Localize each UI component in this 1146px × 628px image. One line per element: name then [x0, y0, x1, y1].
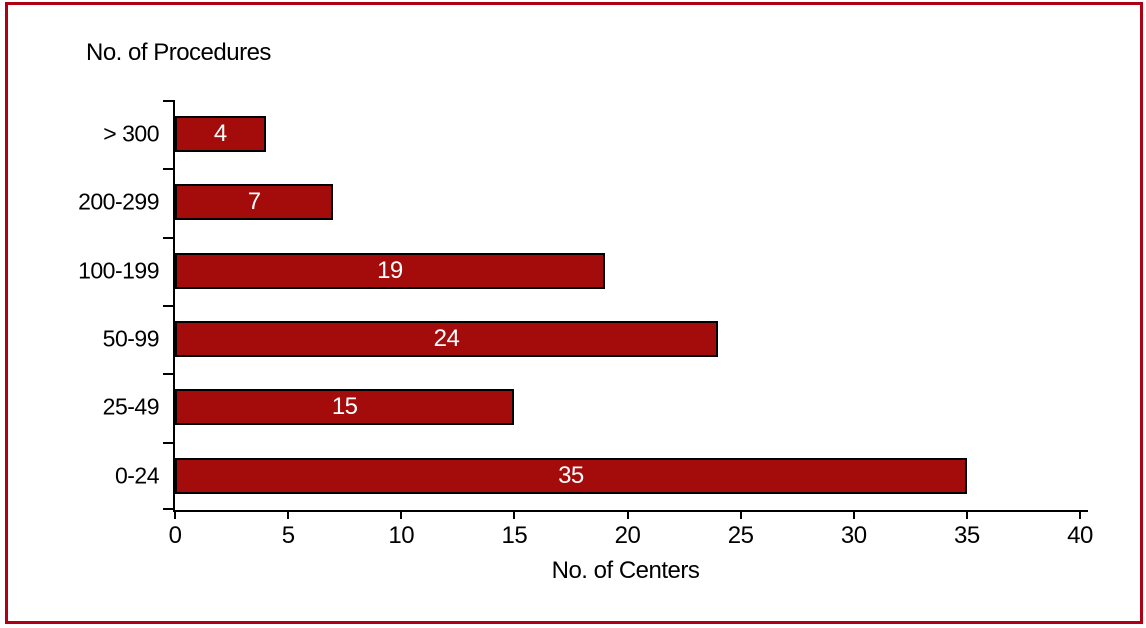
x-tick-label: 15: [501, 522, 528, 549]
x-tick: [513, 510, 516, 519]
category-label: 50-99: [102, 325, 160, 352]
bar: 7: [175, 184, 334, 221]
bar-row: 200-299 7: [78, 168, 1080, 236]
bar: 15: [175, 389, 515, 426]
value-label: 4: [213, 120, 227, 148]
x-tick: [1079, 510, 1081, 519]
category-label: 200-299: [78, 188, 159, 215]
x-tick-label: 30: [840, 522, 867, 549]
x-tick-label: 25: [727, 522, 754, 549]
bar-row: 25-49 15: [103, 373, 1080, 441]
chart-frame: No. of Procedures > 300 4 200-299 7 100-199 1…: [5, 2, 1143, 624]
x-tick-label: 10: [388, 522, 415, 549]
x-tick: [626, 510, 629, 519]
bar: 35: [175, 457, 967, 494]
x-tick: [174, 510, 176, 519]
bar: 24: [175, 321, 718, 358]
x-axis-extension: [1080, 510, 1088, 512]
value-label: 15: [331, 393, 358, 421]
category-label: 100-199: [78, 257, 159, 284]
bar-row: 100-199 19: [78, 237, 1080, 305]
bar-row: 50-99 24: [103, 305, 1080, 373]
y-tick: [163, 508, 175, 510]
x-axis-title: No. of Centers: [551, 557, 700, 584]
y-tick: [163, 305, 175, 307]
value-label: 19: [377, 256, 403, 284]
x-tick: [965, 510, 968, 519]
value-label: 7: [247, 188, 261, 216]
bar: 19: [175, 252, 605, 289]
bar-rows: > 300 4 200-299 7 100-199 19 50-99 24 25-49 15 0-2…: [78, 100, 1080, 510]
category-label: 0-24: [114, 462, 160, 489]
x-tick: [287, 510, 290, 519]
y-tick: [163, 168, 175, 171]
x-tick: [400, 510, 403, 519]
bar-row: 0-24 35: [115, 442, 1080, 510]
y-tick: [163, 100, 175, 102]
x-tick-label: 35: [954, 522, 980, 549]
y-tick: [163, 441, 175, 444]
bar-row: > 300 4: [103, 100, 1080, 168]
x-tick-label: 5: [281, 522, 295, 549]
value-label: 35: [558, 461, 584, 489]
category-label: 25-49: [102, 393, 160, 420]
category-label: > 300: [103, 120, 159, 147]
x-tick-label: 0: [168, 522, 182, 549]
plot-area: > 300 4 200-299 7 100-199 19 50-99 24 25-49 15 0-2…: [78, 100, 1093, 549]
value-label: 24: [433, 325, 460, 353]
y-tick: [163, 236, 175, 239]
x-tick: [739, 510, 742, 519]
bar: 4: [175, 116, 266, 153]
chart-title: No. of Procedures: [86, 39, 271, 66]
x-tick-label: 40: [1067, 522, 1093, 549]
x-tick-label: 20: [614, 522, 641, 549]
y-tick: [163, 373, 175, 376]
x-tick: [852, 510, 855, 519]
